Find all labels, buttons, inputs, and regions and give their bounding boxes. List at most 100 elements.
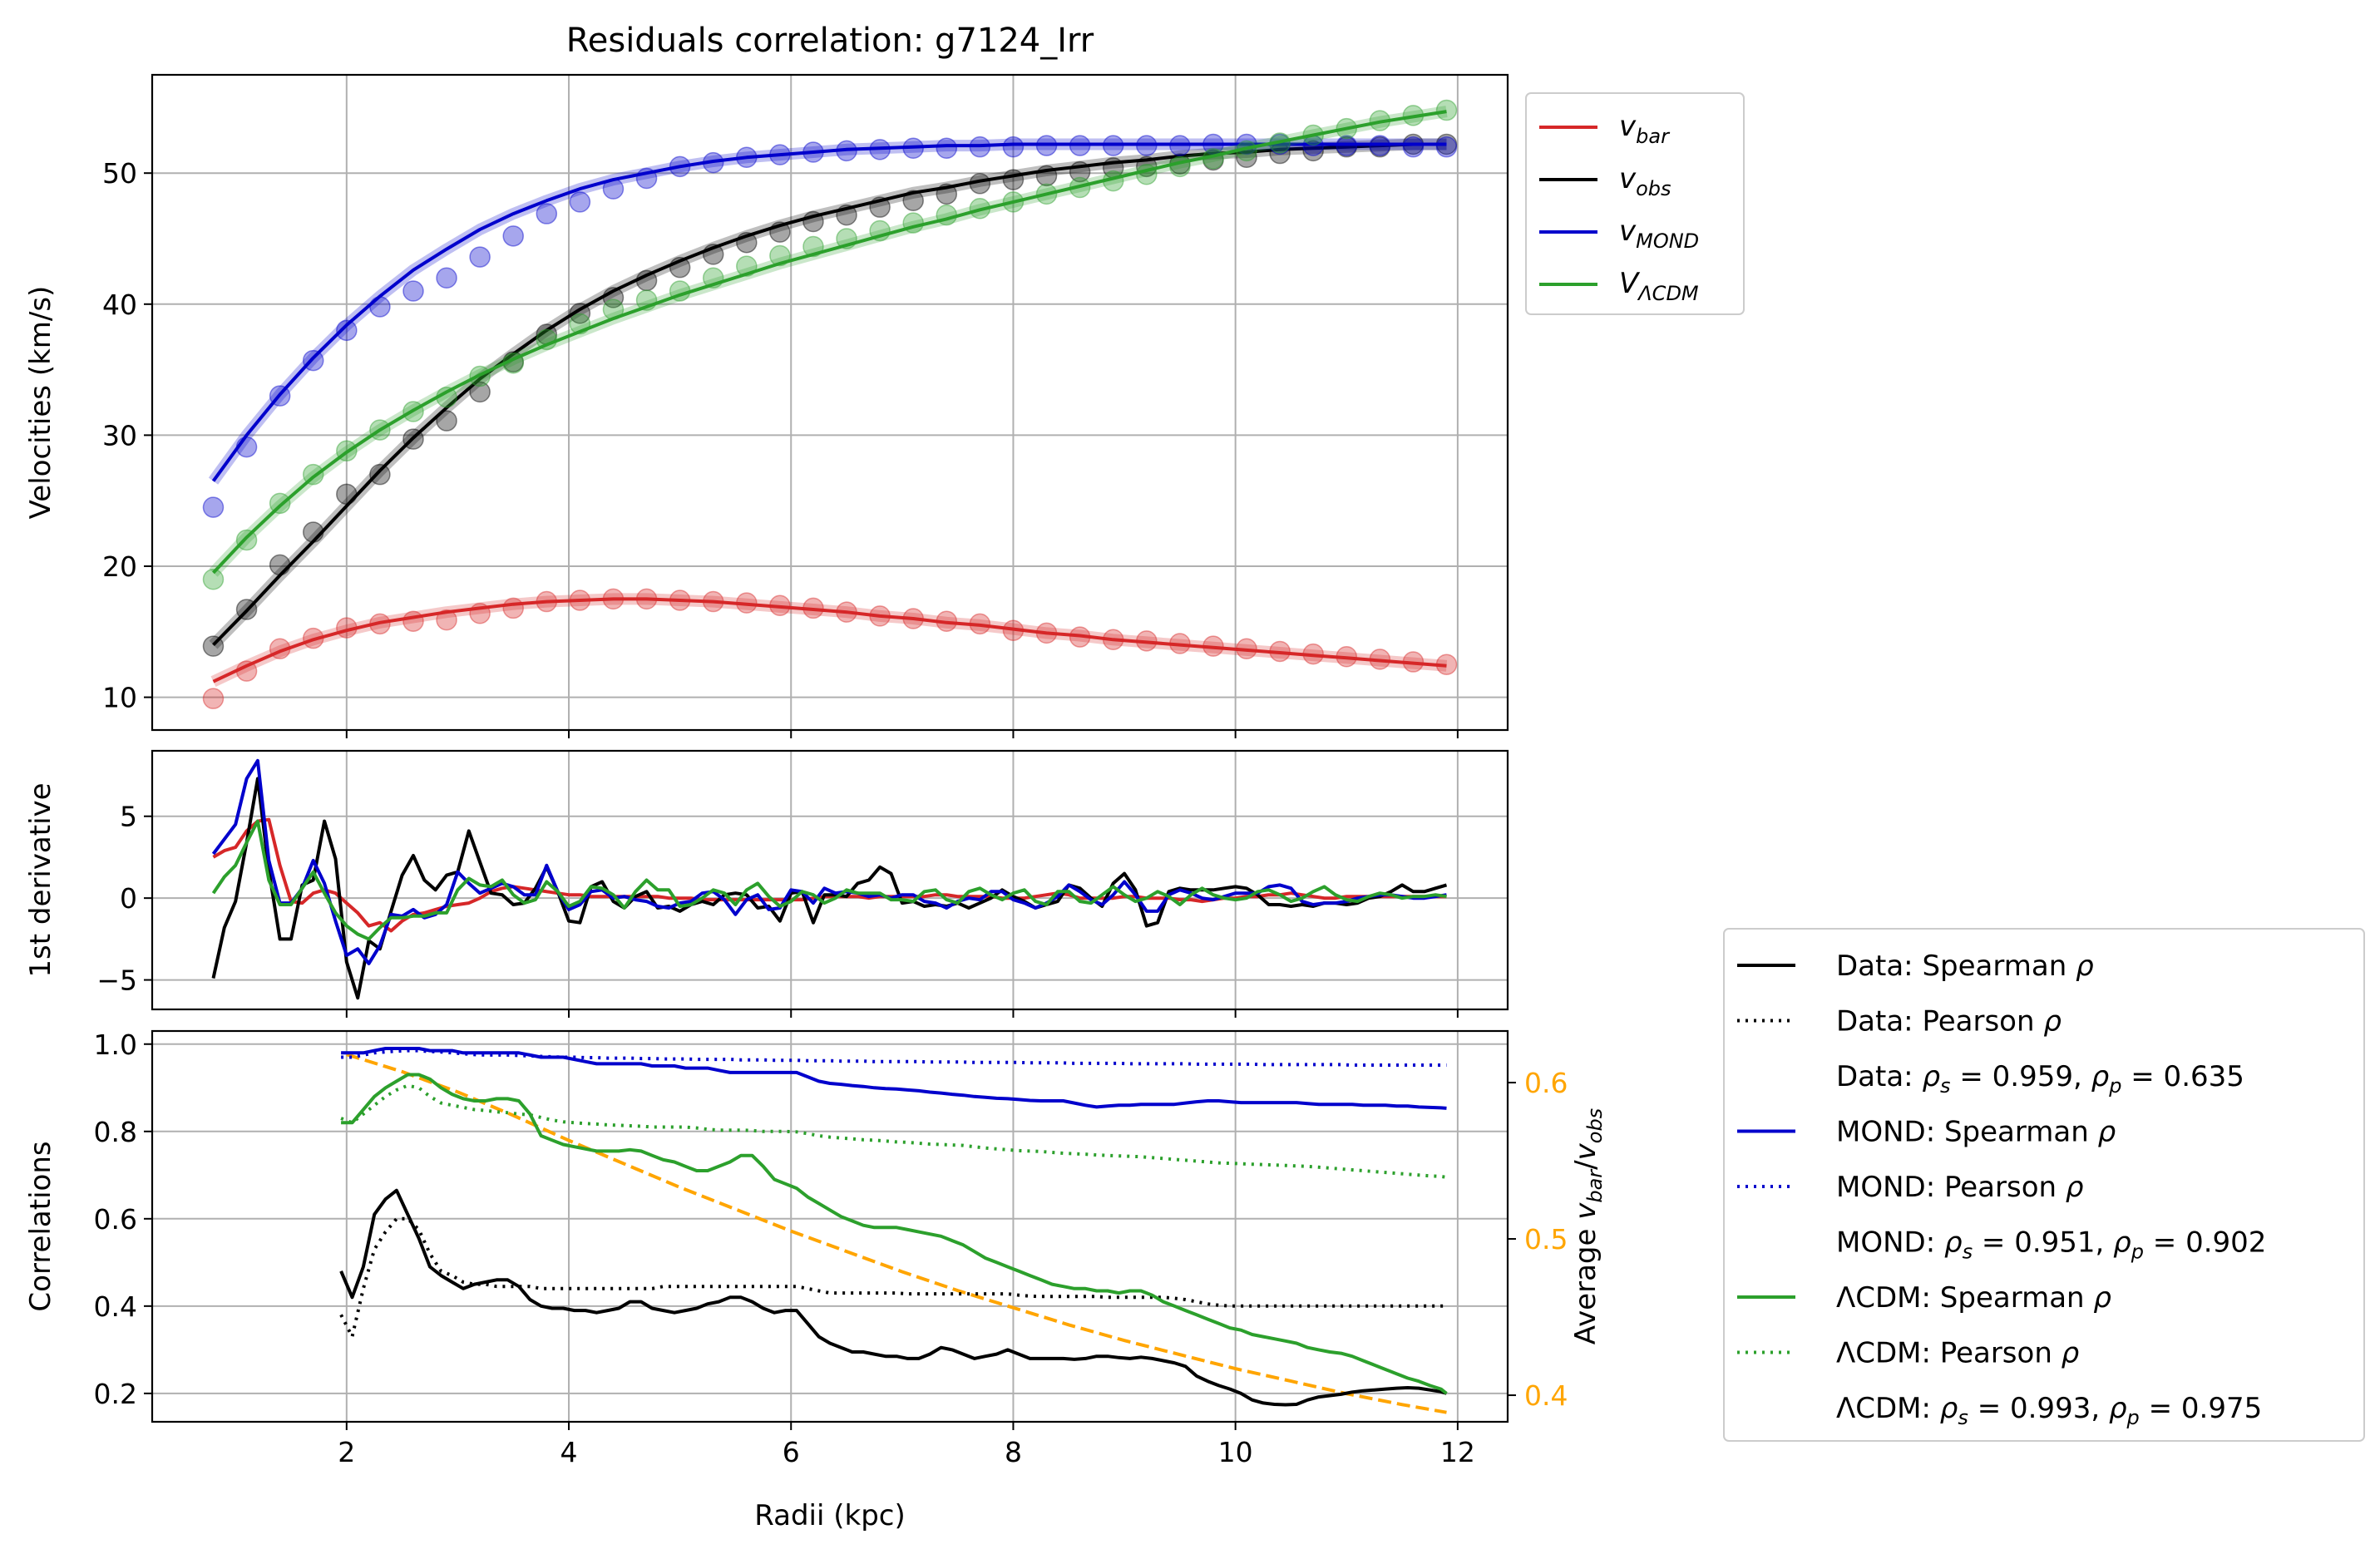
data-point [869,220,891,242]
y-tick-label: 5 [120,801,137,833]
data-point [1202,133,1224,155]
data-point [902,190,924,212]
data-point [1169,135,1191,156]
y-tick-label: 1.0 [94,1029,137,1061]
data-point [1402,136,1425,158]
y2-tick-label: 0.4 [1524,1379,1568,1412]
data-point [369,296,391,318]
data-point [936,610,958,632]
data-point [769,594,791,617]
data-point [1402,651,1425,673]
data-point [802,210,824,233]
data-point [1202,148,1224,170]
y-tick-label: 30 [102,419,137,451]
y-tick-label: 0.8 [94,1116,137,1148]
data-point [936,137,958,160]
data-point [1336,645,1358,668]
correlation-line [340,1083,1447,1179]
legend-label: vbar [1619,110,1671,148]
panel-derivative: −5 0 5 1st derivative [24,749,1509,1018]
data-point [369,419,391,441]
data-point [969,173,991,195]
data-point [969,136,991,158]
axes-frame [151,1029,1509,1423]
fit-line [211,142,1447,482]
data-point [1069,626,1091,648]
y-tick-label: 0.2 [94,1378,137,1410]
data-point [1336,135,1358,156]
data-point [635,289,658,311]
legend-label: Data: Spearman ρ [1836,950,2094,983]
x-tick-label: 2 [338,1436,355,1468]
data-point [302,521,324,543]
data-point [1136,135,1158,156]
data-point [1102,629,1124,651]
derivative-line-v_obs [211,777,1448,1000]
data-point [1435,99,1458,121]
data-point [1336,117,1358,140]
correlation-line [341,1047,1447,1110]
data-point [1035,183,1058,205]
legend-label: MOND: Pearson ρ [1836,1171,2084,1204]
y-tick-label: −5 [96,964,137,997]
data-point [402,428,424,450]
data-point [802,141,824,163]
y-tick-label: 40 [102,289,137,321]
data-point [235,436,258,458]
data-point [336,319,358,342]
data-point [402,401,424,422]
correlation-line [339,1216,1447,1339]
y-axis-label: 1st derivative [24,782,57,977]
data-point [302,349,324,372]
data-point [202,569,225,590]
fit-line [212,597,1447,683]
x-tick-label: 6 [783,1436,800,1468]
data-point [869,196,891,218]
data-point [1435,654,1458,675]
data-point [736,592,758,614]
data-point [602,588,625,610]
data-point [602,178,625,200]
data-point [936,204,958,226]
data-point [502,597,524,619]
data-point [836,204,857,226]
data-point [202,496,225,518]
fit-line [212,142,1447,646]
legend-label: ΛCDM: Spearman ρ [1836,1281,2111,1315]
data-point [402,610,424,632]
series-v_bar [202,588,1458,709]
data-point [402,280,424,302]
data-point [1302,124,1324,146]
data-point [1035,165,1058,187]
data-point [202,688,225,709]
data-point [635,269,658,292]
y-axis-label: Velocities (km/s) [24,286,57,520]
data-point [569,590,591,611]
data-point [302,627,324,649]
data-point [502,352,524,374]
data-point [1369,136,1391,158]
data-point [202,635,225,657]
data-point [635,588,658,610]
x-tick-label: 10 [1218,1436,1253,1468]
data-point [702,244,724,265]
data-point [436,386,457,408]
data-point [1369,649,1391,670]
data-point [769,144,791,165]
y2-tick-label: 0.6 [1524,1067,1568,1099]
data-point [602,298,625,320]
data-point [836,140,857,162]
data-point [1002,169,1025,190]
data-point [702,267,724,289]
series-v_obs [202,133,1458,657]
legend-label: MOND: ρs = 0.951, ρp = 0.902 [1836,1226,2266,1264]
data-point [469,365,491,387]
legend-velocities: vbar vobs vMOND VΛCDM [1525,92,1745,315]
legend-label: ΛCDM: ρs = 0.993, ρp = 0.975 [1836,1392,2262,1429]
data-point [602,287,625,308]
y-axis-label: Correlations [24,1141,57,1311]
legend-label: VΛCDM [1619,267,1699,305]
x-tick-label: 8 [1005,1436,1022,1468]
data-point [1336,136,1358,158]
